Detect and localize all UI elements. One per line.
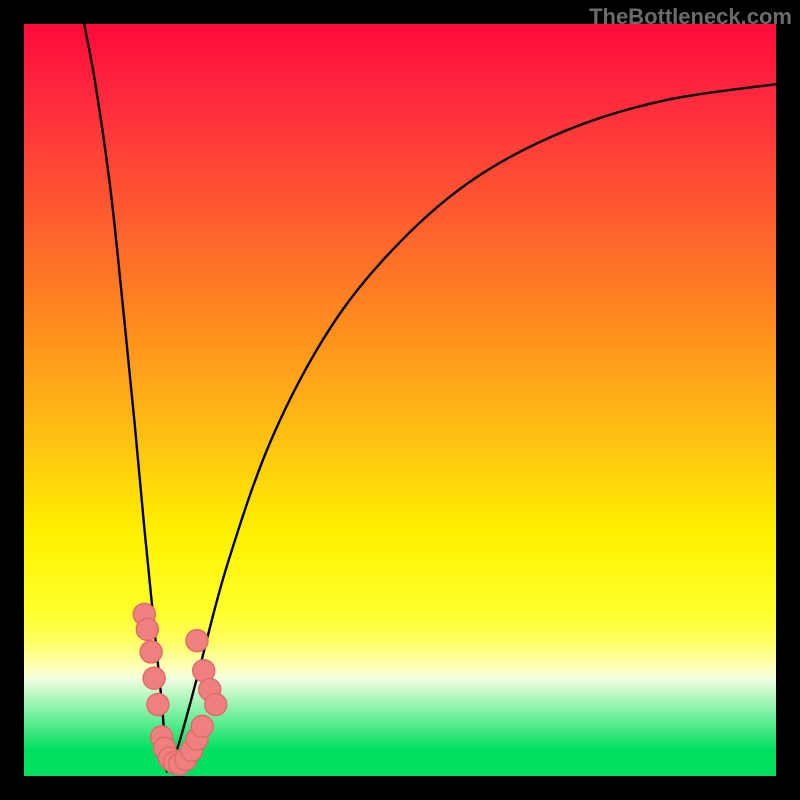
marker-left	[147, 694, 169, 716]
bottleneck-chart: TheBottleneck.com	[0, 0, 800, 800]
chart-svg	[0, 0, 800, 800]
marker-right	[186, 630, 208, 652]
marker-left	[143, 667, 165, 689]
marker-left	[136, 618, 158, 640]
gradient-background	[24, 24, 776, 776]
watermark-text: TheBottleneck.com	[589, 4, 792, 30]
marker-bottom	[191, 715, 213, 737]
marker-left	[140, 641, 162, 663]
marker-right	[205, 694, 227, 716]
